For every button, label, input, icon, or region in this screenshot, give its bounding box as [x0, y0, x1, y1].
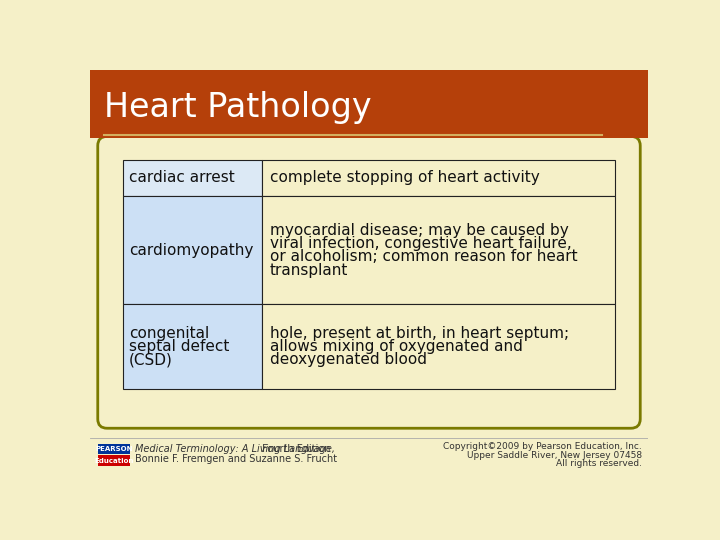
Text: hole, present at birth, in heart septum;: hole, present at birth, in heart septum;: [270, 326, 569, 341]
Bar: [122, 159, 262, 197]
Bar: [98, 444, 130, 455]
FancyBboxPatch shape: [98, 137, 640, 428]
Bar: [122, 304, 262, 389]
Text: congenital: congenital: [129, 326, 209, 341]
Bar: [262, 197, 616, 304]
Text: septal defect: septal defect: [129, 339, 229, 354]
Bar: [98, 455, 130, 466]
Text: complete stopping of heart activity: complete stopping of heart activity: [270, 171, 539, 186]
Bar: [262, 304, 616, 389]
Text: cardiac arrest: cardiac arrest: [129, 171, 235, 186]
Text: Medical Terminology: A Living Language,: Medical Terminology: A Living Language,: [135, 444, 335, 454]
Bar: [262, 159, 616, 197]
Text: allows mixing of oxygenated and: allows mixing of oxygenated and: [270, 339, 523, 354]
Text: Bonnie F. Fremgen and Suzanne S. Frucht: Bonnie F. Fremgen and Suzanne S. Frucht: [135, 454, 337, 464]
Text: All rights reserved.: All rights reserved.: [556, 459, 642, 468]
Bar: [122, 197, 262, 304]
Text: Fourth Edition: Fourth Edition: [259, 444, 330, 454]
Text: Copyright©2009 by Pearson Education, Inc.: Copyright©2009 by Pearson Education, Inc…: [443, 442, 642, 451]
Bar: [90, 65, 648, 70]
Text: or alcoholism; common reason for heart: or alcoholism; common reason for heart: [270, 249, 577, 265]
Text: transplant: transplant: [270, 262, 348, 278]
Text: myocardial disease; may be caused by: myocardial disease; may be caused by: [270, 223, 569, 238]
Text: PEARSON: PEARSON: [95, 446, 132, 452]
Text: Upper Saddle River, New Jersey 07458: Upper Saddle River, New Jersey 07458: [467, 451, 642, 460]
Text: Education: Education: [94, 457, 134, 463]
Text: Heart Pathology: Heart Pathology: [104, 91, 372, 124]
Text: viral infection, congestive heart failure,: viral infection, congestive heart failur…: [270, 237, 572, 251]
Text: deoxygenated blood: deoxygenated blood: [270, 352, 427, 367]
Text: cardiomyopathy: cardiomyopathy: [129, 243, 253, 258]
Text: (CSD): (CSD): [129, 352, 173, 367]
Bar: [90, 65, 648, 138]
